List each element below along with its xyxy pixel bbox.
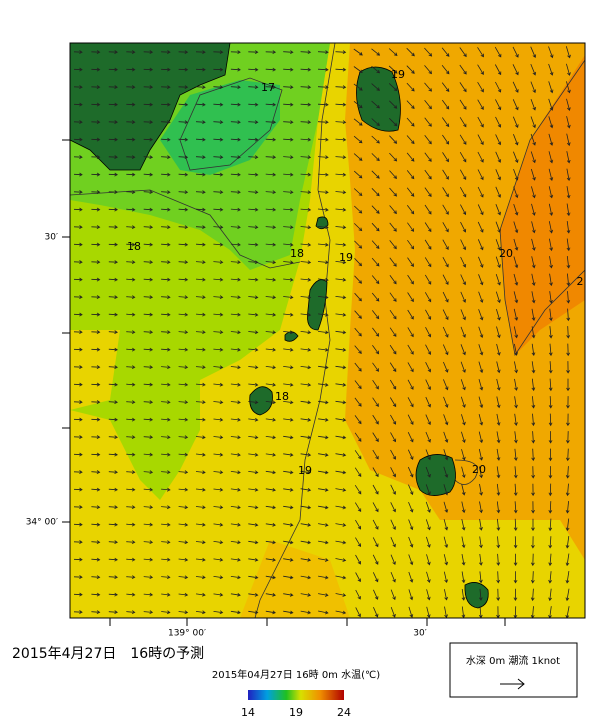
contour-label: 20	[499, 247, 513, 260]
contour-label: 19	[339, 251, 353, 264]
contour-label: 17	[261, 81, 275, 94]
legend: 水深 0m 潮流 1knot	[449, 642, 578, 698]
lat-label: 30′	[45, 233, 59, 243]
title: 2015年4月27日 16時の予測	[12, 646, 204, 662]
legend-box	[449, 642, 578, 698]
contour-label: 18	[127, 240, 141, 253]
lon-label: 30′	[413, 629, 427, 639]
contour-label: 2	[577, 275, 584, 288]
land	[69, 42, 489, 609]
legend-arrow	[500, 678, 525, 690]
subtitle: 2015年04月27日 16時 0m 水温(℃)	[212, 668, 380, 681]
lat-label: 34° 00′	[26, 518, 58, 528]
colorbar: 14 19 24	[241, 690, 351, 719]
map-frame	[69, 42, 586, 619]
contour-label: 20	[472, 463, 486, 476]
lon-label: 139° 00′	[168, 629, 206, 639]
contour-label: 18	[290, 247, 304, 260]
colorbar-label: 19	[289, 706, 303, 719]
colorbar-label: 14	[241, 706, 255, 719]
arrow-field	[73, 46, 571, 619]
contour-label: 19	[391, 68, 405, 81]
axes: 30′ 34° 00′ 139° 00′ 30′	[26, 139, 506, 639]
current-arrows	[73, 46, 571, 619]
colorbar-gradient	[248, 690, 344, 700]
legend-label: 水深 0m 潮流 1knot	[466, 654, 560, 667]
colorbar-label: 24	[337, 706, 351, 719]
contour-label: 18	[275, 390, 289, 403]
contour-labels: 17 18 18 19 19 20 2 18 19 20	[127, 68, 584, 477]
contour-label: 19	[298, 464, 312, 477]
